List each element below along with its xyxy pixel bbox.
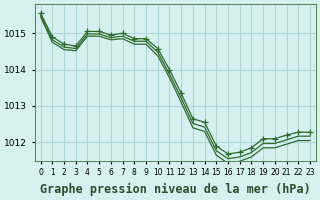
X-axis label: Graphe pression niveau de la mer (hPa): Graphe pression niveau de la mer (hPa): [40, 183, 311, 196]
